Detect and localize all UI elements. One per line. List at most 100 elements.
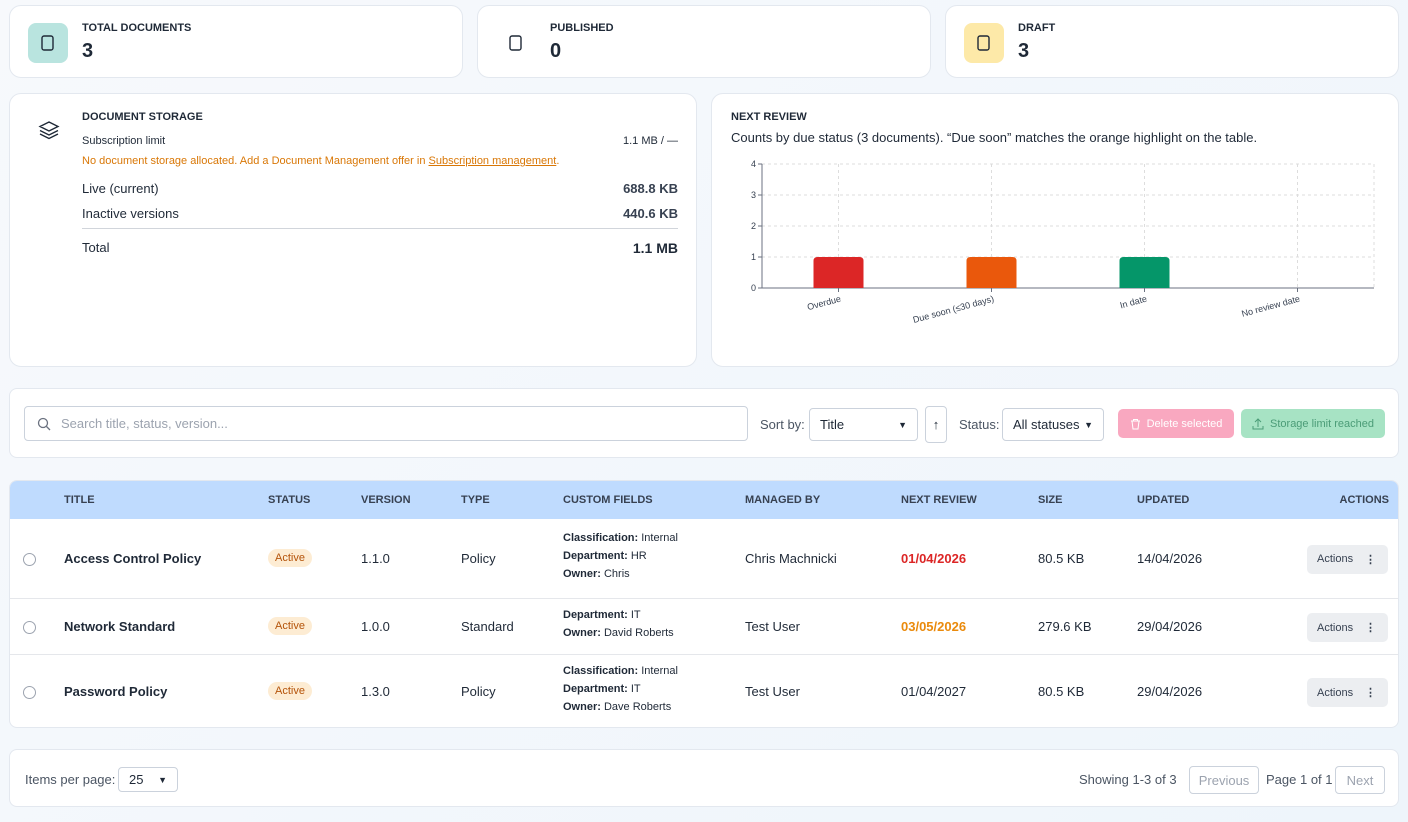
column-header: VERSION	[361, 494, 411, 506]
showing: Showing 1-3 of 3	[1079, 772, 1177, 787]
field-key: Department:	[563, 683, 628, 695]
delete-button[interactable]: Delete selected	[1118, 409, 1234, 438]
kebab: ⋮	[1365, 553, 1376, 566]
search-icon	[37, 417, 51, 431]
status-select[interactable]: All statuses ▼	[1002, 408, 1104, 441]
custom-field: Owner: Dave Roberts	[563, 701, 671, 713]
table-row: Password Policy Active 1.3.0 Policy Classifi…	[10, 654, 1398, 727]
previous-button[interactable]: Previous	[1189, 766, 1259, 794]
review-chart: 0 1 2 3 4 Overdue Due soon (≤30 days) In date No…	[751, 159, 1375, 325]
review-title: NEXT REVIEW	[731, 111, 807, 123]
stat-icon	[28, 23, 68, 63]
next-label: Next	[1346, 772, 1374, 788]
doc-title: Access Control Policy	[64, 550, 202, 566]
custom-field: Classification: Internal	[563, 532, 678, 544]
updated: 14/04/2026	[1137, 550, 1203, 566]
field-value: HR	[630, 549, 647, 562]
field-value: IT	[630, 683, 641, 695]
stat-icon	[964, 23, 1004, 63]
storage-icon	[38, 121, 60, 140]
actions-label: Actions	[1317, 686, 1354, 699]
version: 1.1.0	[361, 550, 390, 566]
x-tick-label: In date	[1119, 294, 1148, 311]
total-value: 1.1 MB	[632, 240, 678, 256]
custom-field: Owner: David Roberts	[563, 627, 674, 639]
next-review: 01/04/2026	[901, 550, 967, 566]
limit-value: 1.1 MB / —	[622, 135, 678, 147]
storage-row-value: 440.6 KB	[623, 206, 678, 221]
storage-card: DOCUMENT STORAGE Subscription limit 1.1 …	[9, 93, 697, 367]
managed-by: Test User	[745, 619, 800, 634]
stat-value: 0	[550, 40, 562, 62]
row-checkbox[interactable]	[23, 686, 36, 699]
column-header: CUSTOM FIELDS	[563, 494, 653, 506]
status-label: Status:	[959, 417, 1000, 432]
items-select[interactable]: 25 ▼	[118, 767, 178, 792]
field-key: Owner:	[563, 627, 601, 639]
field-key: Department:	[563, 549, 628, 562]
actions-label: Actions	[1317, 553, 1354, 565]
sort-direction[interactable]: ↑	[925, 406, 947, 443]
field-value: Internal	[641, 531, 678, 544]
field-value: Internal	[641, 665, 678, 677]
pagination: Items per page: 25 ▼ Showing 1-3 of 3 Pre…	[9, 749, 1399, 807]
search-input[interactable]: Search title, status, version...	[24, 406, 748, 441]
chevron: ▼	[1084, 419, 1093, 430]
status-badge: Active	[268, 682, 312, 700]
icon-glyph	[977, 35, 990, 51]
kebab: ⋮	[1365, 687, 1376, 699]
actions-button[interactable]: Actions ⋮	[1307, 544, 1388, 574]
column-header: MANAGED BY	[745, 494, 821, 506]
actions-button[interactable]: Actions ⋮	[1307, 678, 1388, 707]
sort-select[interactable]: Title ▼	[809, 408, 918, 441]
upload-icon	[1252, 417, 1264, 429]
storage-row-label: Inactive versions	[82, 206, 179, 221]
delete-label: Delete selected	[1146, 417, 1223, 430]
y-tick-label: 1	[751, 252, 756, 262]
stat-icon	[496, 23, 536, 63]
storage-row-value: 688.8 KB	[623, 181, 678, 196]
managed-by: Test User	[745, 684, 800, 699]
storage-row-label: Live (current)	[82, 181, 159, 196]
custom-field: Classification: Internal	[563, 665, 678, 677]
toolbar: Search title, status, version... Sort by…	[9, 388, 1399, 458]
table-row: Access Control Policy Active 1.1.0 Policy Cl…	[10, 519, 1398, 598]
review-subtitle: Counts by due status (3 documents). “Due…	[731, 130, 1258, 145]
warning-link[interactable]: Subscription management	[428, 155, 557, 167]
updated: 29/04/2026	[1137, 684, 1203, 699]
sort-value: Title	[820, 417, 845, 432]
chevron: ▼	[898, 419, 907, 430]
version: 1.3.0	[361, 684, 390, 699]
trash-icon	[1130, 418, 1140, 429]
next-review: 01/04/2027	[901, 684, 967, 699]
bar	[1119, 257, 1170, 288]
sort-dir: ↑	[932, 417, 940, 432]
actions-button[interactable]: Actions ⋮	[1307, 613, 1388, 642]
y-tick-label: 2	[751, 221, 756, 231]
doc-title: Password Policy	[64, 684, 168, 699]
field-key: Classification:	[563, 665, 639, 677]
status-badge: Active	[268, 617, 312, 635]
x-tick-label: No review date	[1240, 294, 1301, 319]
items-label: Items per page:	[25, 772, 116, 787]
field-value: David Roberts	[603, 627, 674, 639]
storage-warning: No document storage allocated. Add a Doc…	[82, 155, 559, 167]
upload-button[interactable]: Storage limit reached	[1241, 409, 1385, 438]
icon-glyph	[41, 35, 54, 51]
total-label: Total	[82, 240, 110, 255]
stat-card: PUBLISHED 0	[477, 5, 931, 78]
row-checkbox[interactable]	[23, 621, 36, 634]
column-header: STATUS	[268, 494, 311, 506]
custom-field: Department: HR	[563, 550, 647, 562]
field-key: Classification:	[563, 531, 639, 544]
next-button[interactable]: Next	[1335, 766, 1385, 794]
row-checkbox[interactable]	[23, 552, 36, 566]
updated: 29/04/2026	[1137, 619, 1203, 634]
bar	[966, 257, 1017, 288]
status-value: All statuses	[1013, 417, 1080, 432]
limit-label: Subscription limit	[82, 135, 166, 147]
size: 80.5 KB	[1038, 684, 1085, 699]
kebab: ⋮	[1365, 622, 1376, 634]
